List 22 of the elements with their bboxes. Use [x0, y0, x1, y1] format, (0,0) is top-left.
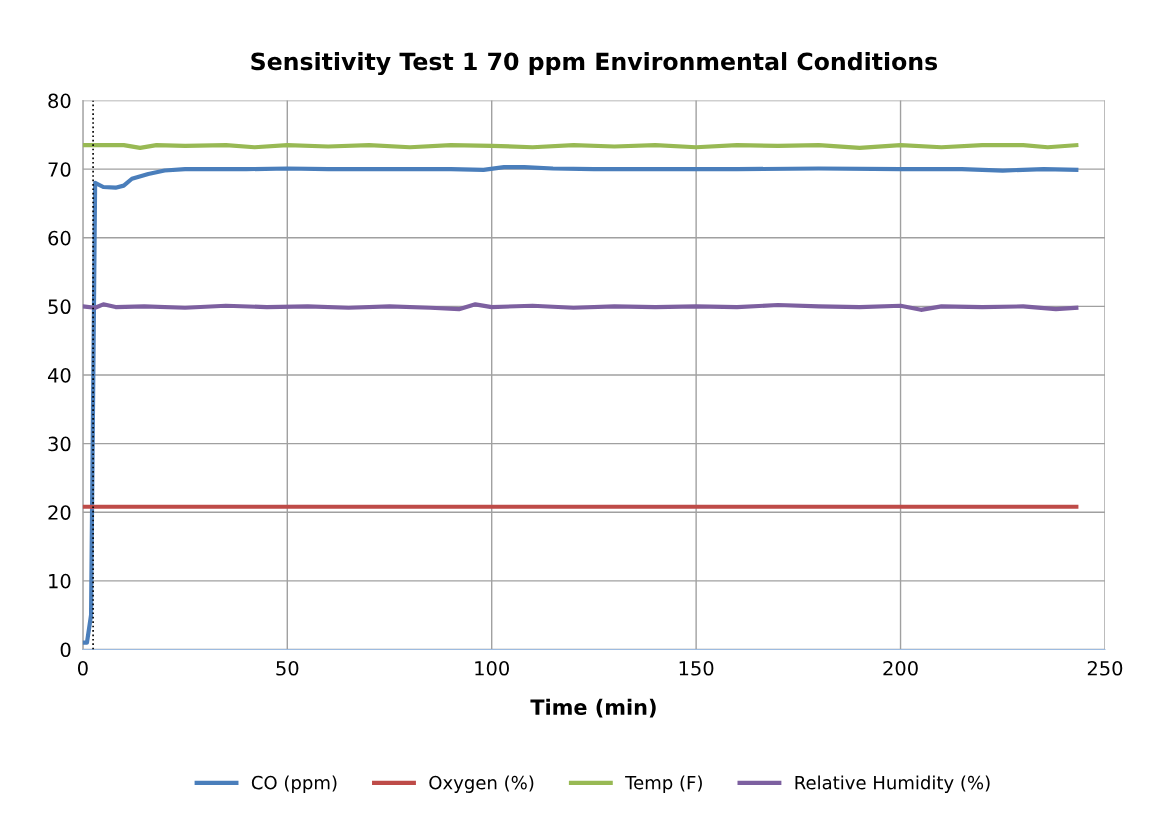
y-tick-label: 10	[49, 573, 71, 589]
y-tick-label: 0	[60, 642, 71, 658]
x-tick-label: 100	[475, 660, 509, 676]
y-tick-label: 50	[48, 299, 71, 315]
chart-title: Sensitivity Test 1 70 ppm Environmental Conditions	[251, 52, 938, 76]
legend-label: Oxygen (%)	[429, 775, 534, 793]
x-tick-label: 250	[1087, 660, 1123, 676]
legend-label: Temp (F)	[625, 775, 702, 793]
x-tick-label: 0	[77, 660, 88, 676]
y-tick-label: 40	[47, 367, 71, 383]
x-tick-label: 50	[276, 660, 299, 676]
legend-label: CO (ppm)	[251, 775, 337, 793]
y-tick-label: 80	[48, 93, 71, 109]
line-series	[82, 165, 1079, 645]
x-axis-title: Time (min)	[530, 698, 656, 718]
y-tick-label: 60	[48, 230, 71, 246]
x-tick-label: 150	[679, 660, 714, 676]
y-tick-label: 30	[48, 436, 71, 452]
y-tick-label: 70	[48, 162, 71, 177]
y-tick-label: 20	[48, 505, 71, 520]
x-tick-label: 200	[883, 660, 918, 676]
legend-label: Relative Humidity (%)	[795, 775, 990, 793]
